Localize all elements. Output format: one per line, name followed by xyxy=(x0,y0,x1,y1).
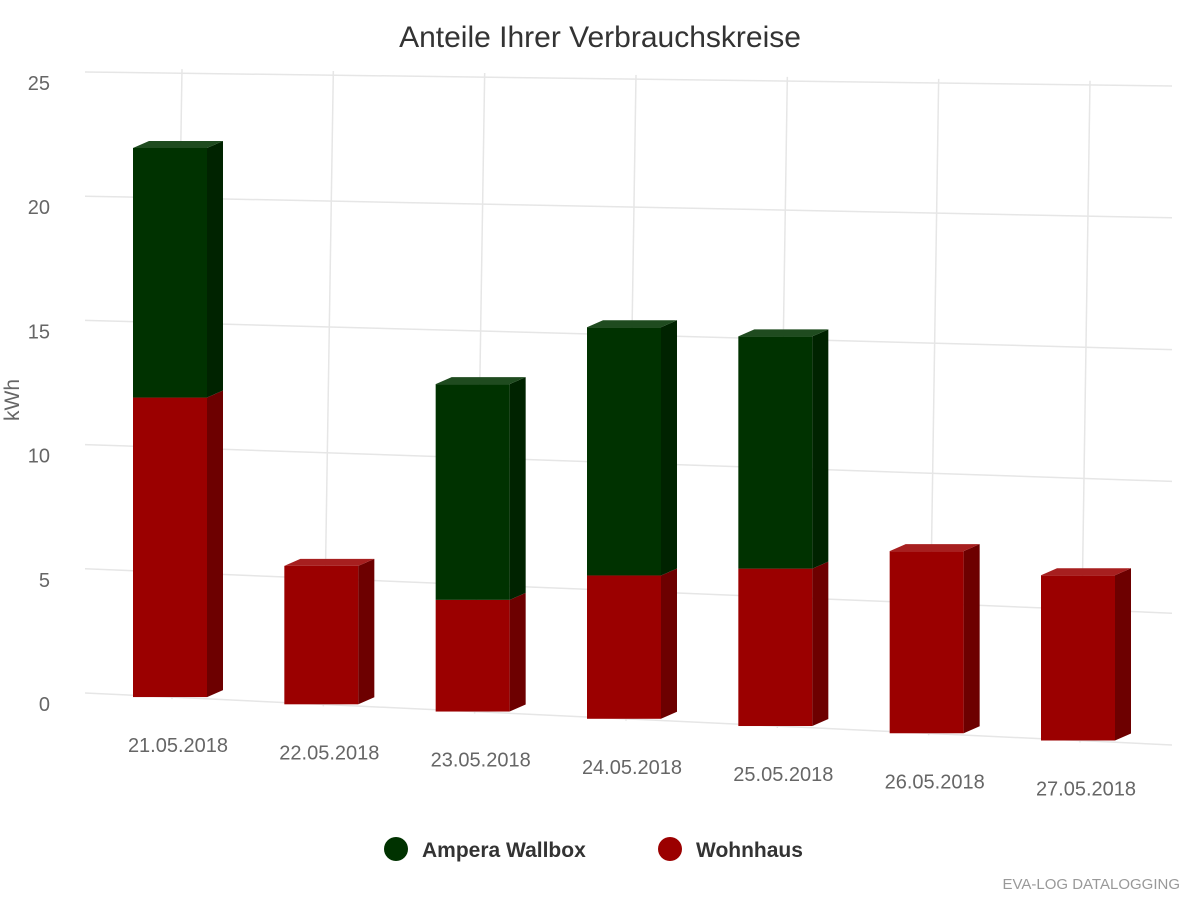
legend-item[interactable]: Wohnhaus xyxy=(658,837,803,862)
credits-text[interactable]: EVA-LOG DATALOGGING xyxy=(1002,876,1180,893)
bar-front xyxy=(587,327,661,576)
bar-segment xyxy=(738,329,829,569)
bar-front xyxy=(587,575,661,719)
x-axis-ticks: 21.05.2018 22.05.2018 23.05.2018 24.05.2018… xyxy=(128,735,1136,800)
bar-segment xyxy=(738,561,829,727)
legend[interactable]: Ampera Wallbox Wohnhaus xyxy=(384,837,803,862)
bar-side xyxy=(207,390,223,698)
bar-side xyxy=(963,544,980,734)
legend-marker xyxy=(658,837,682,861)
bar-side xyxy=(661,568,677,719)
legend-label: Ampera Wallbox xyxy=(422,839,586,862)
x-tick-label: 22.05.2018 xyxy=(279,742,379,764)
bar-front xyxy=(435,384,510,600)
bar-segment xyxy=(284,558,375,705)
bar-segment xyxy=(133,390,223,698)
bar-segment xyxy=(435,592,526,712)
bar-front xyxy=(738,336,813,569)
x-tick-label: 24.05.2018 xyxy=(582,757,682,779)
legend-marker xyxy=(384,837,408,861)
bar-side xyxy=(509,377,526,600)
bar-top xyxy=(738,329,829,337)
bar-front xyxy=(133,397,207,698)
bar-side xyxy=(509,592,526,712)
y-tick-label: 20 xyxy=(28,197,50,219)
x-tick-label: 26.05.2018 xyxy=(885,771,985,793)
bar-side xyxy=(1115,568,1131,741)
gridline-h xyxy=(84,71,1173,87)
bar-front xyxy=(284,565,359,705)
gridline-h xyxy=(84,195,1173,219)
y-tick-label: 5 xyxy=(39,570,50,592)
bar-segment xyxy=(435,377,526,600)
bar-top xyxy=(587,320,677,328)
x-tick-label: 21.05.2018 xyxy=(128,735,228,757)
bar-side xyxy=(661,320,677,576)
y-tick-label: 15 xyxy=(28,321,50,343)
bar-top xyxy=(133,140,223,148)
y-axis-ticks: 0 5 10 15 20 25 xyxy=(28,73,50,716)
bar-front xyxy=(889,551,964,734)
y-tick-label: 10 xyxy=(28,446,50,468)
y-axis-label: kWh xyxy=(1,379,24,421)
bar-segment xyxy=(587,568,677,719)
bar-top xyxy=(1041,568,1131,576)
y-tick-label: 25 xyxy=(28,73,50,95)
legend-item[interactable]: Ampera Wallbox xyxy=(384,837,586,862)
bar-front xyxy=(435,599,510,712)
legend-label: Wohnhaus xyxy=(696,839,803,862)
chart-title: Anteile Ihrer Verbrauchskreise xyxy=(399,21,801,54)
gridline-h xyxy=(84,692,1173,746)
bar-segment xyxy=(587,320,677,576)
bar-side xyxy=(207,140,223,398)
x-tick-label: 27.05.2018 xyxy=(1036,779,1136,801)
bar-side xyxy=(812,561,829,727)
bars xyxy=(133,140,1131,741)
bar-segment xyxy=(889,544,980,734)
x-tick-label: 23.05.2018 xyxy=(431,750,531,772)
bar-front xyxy=(1041,575,1115,741)
y-tick-label: 0 xyxy=(39,694,50,716)
bar-top xyxy=(284,558,375,566)
bar-segment xyxy=(133,140,223,398)
bar-side xyxy=(812,329,829,569)
bar-segment xyxy=(1041,568,1131,741)
bar-front xyxy=(738,568,813,727)
bar-front xyxy=(133,147,207,398)
x-tick-label: 25.05.2018 xyxy=(733,764,833,786)
bar-top xyxy=(889,544,980,552)
bar-top xyxy=(435,377,526,385)
bar-side xyxy=(358,558,375,705)
